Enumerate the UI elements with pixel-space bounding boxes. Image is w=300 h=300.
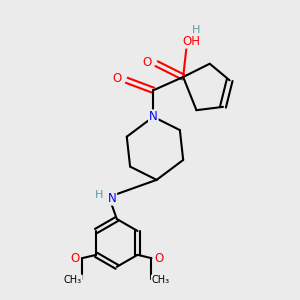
Text: O: O: [143, 56, 152, 69]
Text: CH₃: CH₃: [152, 275, 170, 285]
Text: O: O: [154, 252, 164, 265]
Text: H: H: [94, 190, 103, 200]
Text: H: H: [192, 25, 200, 35]
Text: O: O: [70, 252, 80, 265]
Text: O: O: [113, 72, 122, 85]
Text: N: N: [107, 192, 116, 205]
Text: OH: OH: [182, 35, 200, 48]
Text: CH₃: CH₃: [64, 275, 82, 285]
Text: N: N: [149, 110, 158, 123]
